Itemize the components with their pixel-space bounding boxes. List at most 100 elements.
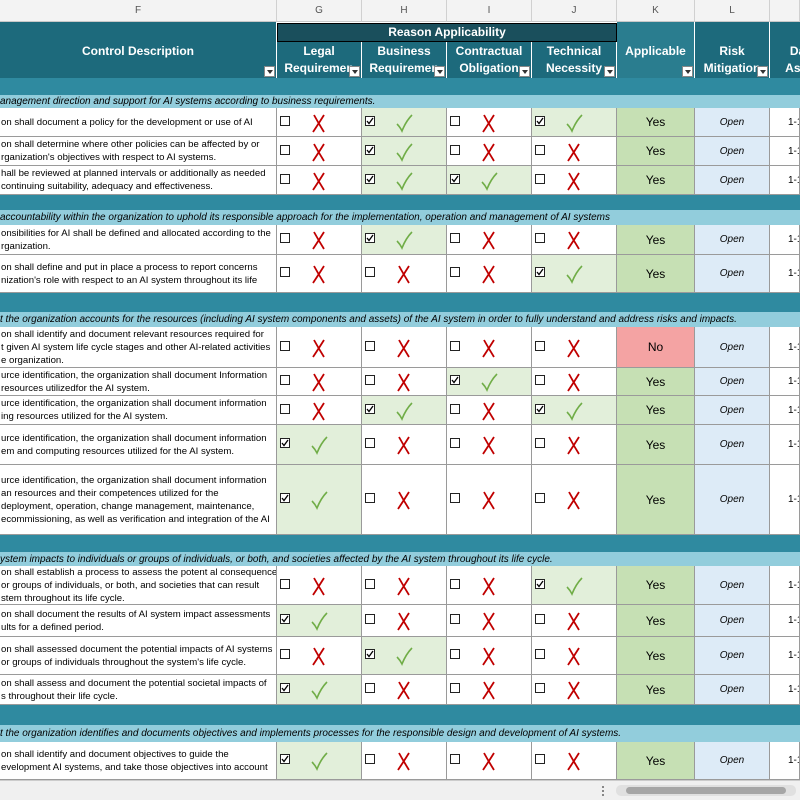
checkbox[interactable]	[280, 493, 290, 503]
risk-cell: Open	[695, 368, 770, 396]
checkbox[interactable]	[535, 649, 545, 659]
checkbox-tick	[281, 439, 289, 447]
filter-button[interactable]	[519, 66, 530, 77]
checkbox[interactable]	[280, 614, 290, 624]
checkbox[interactable]	[450, 578, 460, 589]
cross-mark	[482, 339, 495, 357]
checkbox[interactable]	[365, 267, 375, 277]
filter-button[interactable]	[604, 66, 615, 77]
checkbox[interactable]	[365, 493, 375, 503]
checkbox[interactable]	[280, 578, 290, 589]
checkbox[interactable]	[365, 683, 375, 693]
checkbox[interactable]	[365, 173, 375, 184]
risk-cell: Open	[695, 742, 770, 780]
checkbox[interactable]	[450, 683, 460, 693]
date-cell: 1-1	[770, 675, 800, 705]
cross-mark	[482, 436, 495, 455]
column-letter: J	[532, 0, 617, 22]
checkbox[interactable]	[365, 649, 375, 659]
checkbox[interactable]	[450, 403, 460, 414]
checkbox[interactable]	[280, 115, 290, 126]
checkbox[interactable]	[450, 144, 460, 155]
checkbox[interactable]	[535, 144, 545, 155]
filter-button[interactable]	[682, 66, 693, 77]
checkbox[interactable]	[365, 438, 375, 448]
date-cell: 1-1	[770, 108, 800, 137]
checkbox[interactable]	[535, 403, 545, 414]
checkbox[interactable]	[450, 233, 460, 243]
checkbox[interactable]	[365, 578, 375, 589]
reason-cell	[277, 566, 362, 605]
checkbox[interactable]	[280, 403, 290, 414]
reason-cell	[447, 605, 532, 637]
description-line: ing resources utilized for the AI system…	[1, 411, 168, 422]
checkbox[interactable]	[365, 375, 375, 385]
checkbox[interactable]	[280, 438, 290, 448]
cross-mark	[567, 231, 580, 250]
checkbox[interactable]	[450, 438, 460, 448]
checkbox[interactable]	[450, 649, 460, 659]
applicable-cell: Yes	[617, 368, 695, 396]
column-letter: F	[0, 0, 277, 22]
header-label: Applicable	[625, 44, 686, 58]
splitter-dot	[602, 786, 604, 788]
checkbox[interactable]	[535, 340, 545, 351]
reason-cell	[362, 605, 447, 637]
checkbox[interactable]	[280, 375, 290, 385]
checkbox[interactable]	[535, 375, 545, 385]
checkbox[interactable]	[365, 340, 375, 351]
header-label: Asse	[785, 61, 800, 75]
check-mark	[481, 171, 498, 191]
control-description: on shall assessed document the potential…	[0, 637, 277, 675]
checkbox[interactable]	[450, 493, 460, 503]
checkbox[interactable]	[280, 144, 290, 155]
check-mark	[396, 647, 413, 666]
applicable-cell: Yes	[617, 637, 695, 675]
checkbox[interactable]	[450, 115, 460, 126]
checkbox[interactable]	[280, 683, 290, 693]
checkbox[interactable]	[535, 614, 545, 624]
checkbox[interactable]	[535, 438, 545, 448]
filter-button[interactable]	[757, 66, 768, 77]
checkbox[interactable]	[450, 340, 460, 351]
header-label: Requiremen	[284, 61, 354, 75]
scrollbar-track[interactable]	[616, 785, 796, 796]
checkbox[interactable]	[535, 493, 545, 503]
checkbox[interactable]	[365, 614, 375, 624]
checkbox-tick	[366, 234, 374, 242]
filter-button[interactable]	[349, 66, 360, 77]
applicable-cell: Yes	[617, 742, 695, 780]
checkbox[interactable]	[535, 683, 545, 693]
checkbox[interactable]	[450, 375, 460, 385]
cross-mark	[567, 373, 580, 392]
description-line: nization's role with respect to an AI sy…	[1, 274, 258, 286]
filter-button[interactable]	[264, 66, 275, 77]
checkbox[interactable]	[280, 233, 290, 243]
checkbox[interactable]	[535, 115, 545, 126]
checkbox[interactable]	[535, 578, 545, 589]
checkbox[interactable]	[365, 754, 375, 764]
checkbox[interactable]	[535, 233, 545, 243]
checkbox[interactable]	[535, 267, 545, 277]
checkbox[interactable]	[535, 754, 545, 764]
cross-mark	[397, 612, 410, 631]
checkbox[interactable]	[365, 233, 375, 243]
checkbox[interactable]	[280, 649, 290, 659]
checkbox[interactable]	[280, 754, 290, 764]
checkbox[interactable]	[450, 173, 460, 184]
reason-cell	[362, 465, 447, 535]
checkbox[interactable]	[280, 173, 290, 184]
checkbox[interactable]	[365, 144, 375, 155]
risk-cell: Open	[695, 137, 770, 166]
checkbox[interactable]	[280, 267, 290, 277]
checkbox[interactable]	[280, 340, 290, 351]
checkbox[interactable]	[450, 267, 460, 277]
reason-cell	[277, 368, 362, 396]
checkbox[interactable]	[450, 614, 460, 624]
scrollbar-thumb[interactable]	[626, 787, 786, 794]
checkbox[interactable]	[535, 173, 545, 184]
filter-button[interactable]	[434, 66, 445, 77]
checkbox[interactable]	[365, 115, 375, 126]
checkbox[interactable]	[450, 754, 460, 764]
checkbox[interactable]	[365, 403, 375, 414]
